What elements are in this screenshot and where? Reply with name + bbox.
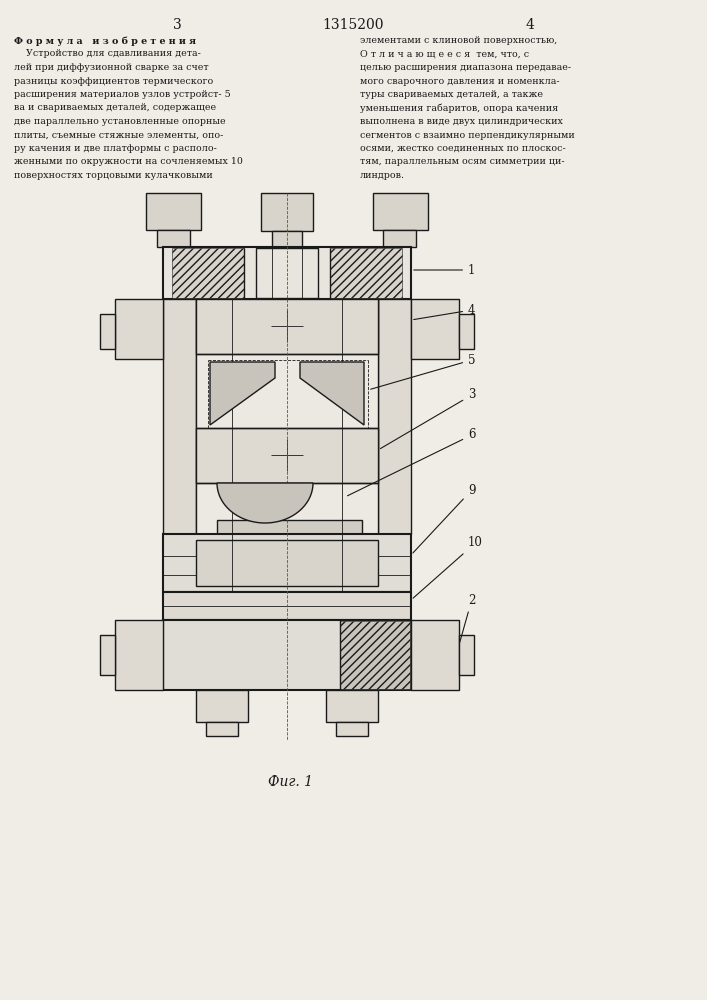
- Text: 6: 6: [348, 428, 476, 496]
- Bar: [100, 635, 115, 675]
- Text: сегментов с взаимно перпендикулярными: сегментов с взаимно перпендикулярными: [360, 130, 575, 139]
- Text: целью расширения диапазона передавае-: целью расширения диапазона передавае-: [360, 63, 571, 72]
- Text: О т л и ч а ю щ е е с я  тем, что, с: О т л и ч а ю щ е е с я тем, что, с: [360, 49, 529, 58]
- Bar: [172, 248, 244, 298]
- Bar: [206, 722, 238, 736]
- Bar: [115, 620, 163, 690]
- Text: 3: 3: [173, 18, 182, 32]
- Circle shape: [284, 452, 289, 458]
- Bar: [256, 248, 318, 298]
- Bar: [196, 299, 378, 534]
- Text: Ф о р м у л а   и з о б р е т е н и я: Ф о р м у л а и з о б р е т е н и я: [14, 36, 196, 45]
- Text: ру качения и две платформы с располо-: ру качения и две платформы с располо-: [14, 144, 217, 153]
- Bar: [157, 230, 190, 247]
- Bar: [340, 621, 410, 689]
- Bar: [326, 690, 378, 722]
- Text: 10: 10: [413, 536, 483, 598]
- Text: 3: 3: [380, 388, 476, 449]
- Bar: [373, 193, 428, 230]
- Text: расширения материалов узлов устройст- 5: расширения материалов узлов устройст- 5: [14, 90, 230, 99]
- Text: ва и свариваемых деталей, содержащее: ва и свариваемых деталей, содержащее: [14, 104, 216, 112]
- Bar: [115, 299, 163, 359]
- Text: Фиг. 1: Фиг. 1: [267, 775, 312, 789]
- Bar: [163, 247, 411, 299]
- Text: 1315200: 1315200: [322, 18, 384, 32]
- Text: выполнена в виде двух цилиндрических: выполнена в виде двух цилиндрических: [360, 117, 563, 126]
- Bar: [378, 299, 411, 534]
- Text: 1: 1: [414, 263, 475, 276]
- Bar: [217, 520, 362, 534]
- Bar: [146, 193, 201, 230]
- Text: уменьшения габаритов, опора качения: уменьшения габаритов, опора качения: [360, 104, 559, 113]
- Text: 4: 4: [414, 304, 476, 320]
- Polygon shape: [300, 362, 364, 425]
- Text: 5: 5: [370, 354, 476, 389]
- Polygon shape: [217, 483, 313, 523]
- Text: туры свариваемых деталей, а также: туры свариваемых деталей, а также: [360, 90, 543, 99]
- Bar: [163, 620, 411, 690]
- Text: тям, параллельным осям симметрии ци-: тям, параллельным осям симметрии ци-: [360, 157, 565, 166]
- Bar: [272, 231, 302, 249]
- Circle shape: [284, 324, 289, 328]
- Text: элементами с клиновой поверхностью,: элементами с клиновой поверхностью,: [360, 36, 557, 45]
- Text: 2: 2: [460, 593, 475, 642]
- Text: поверхностях торцовыми кулачковыми: поверхностях торцовыми кулачковыми: [14, 171, 213, 180]
- Bar: [163, 534, 411, 592]
- Text: 4: 4: [525, 18, 534, 32]
- Bar: [196, 428, 378, 483]
- Bar: [411, 299, 459, 359]
- Text: две параллельно установленные опорные: две параллельно установленные опорные: [14, 117, 226, 126]
- Bar: [383, 230, 416, 247]
- Text: Устройство для сдавливания дета-: Устройство для сдавливания дета-: [14, 49, 201, 58]
- Bar: [100, 314, 115, 349]
- Bar: [330, 248, 402, 298]
- Bar: [336, 722, 368, 736]
- Bar: [261, 193, 313, 231]
- Bar: [196, 690, 248, 722]
- Bar: [459, 314, 474, 349]
- Text: мого сварочного давления и номенкла-: мого сварочного давления и номенкла-: [360, 77, 560, 86]
- Text: 9: 9: [413, 484, 476, 553]
- Text: разницы коэффициентов термического: разницы коэффициентов термического: [14, 77, 214, 86]
- Bar: [459, 635, 474, 675]
- Bar: [163, 299, 196, 534]
- Bar: [411, 620, 459, 690]
- Polygon shape: [210, 362, 275, 425]
- Text: линдров.: линдров.: [360, 171, 405, 180]
- Text: лей при диффузионной сварке за счет: лей при диффузионной сварке за счет: [14, 63, 209, 72]
- Bar: [196, 540, 378, 586]
- Text: женными по окружности на сочленяемых 10: женными по окружности на сочленяемых 10: [14, 157, 243, 166]
- Bar: [196, 299, 378, 354]
- Text: плиты, съемные стяжные элементы, опо-: плиты, съемные стяжные элементы, опо-: [14, 130, 223, 139]
- Bar: [163, 592, 411, 620]
- Text: осями, жестко соединенных по плоскос-: осями, жестко соединенных по плоскос-: [360, 144, 566, 153]
